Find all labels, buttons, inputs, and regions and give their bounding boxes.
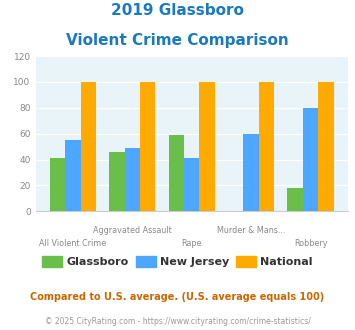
Text: Rape: Rape bbox=[181, 239, 202, 248]
Text: 2019 Glassboro: 2019 Glassboro bbox=[111, 3, 244, 18]
Text: Compared to U.S. average. (U.S. average equals 100): Compared to U.S. average. (U.S. average … bbox=[31, 292, 324, 302]
Text: Aggravated Assault: Aggravated Assault bbox=[93, 226, 172, 235]
Text: All Violent Crime: All Violent Crime bbox=[39, 239, 106, 248]
Bar bbox=[169, 135, 184, 211]
Bar bbox=[109, 152, 125, 211]
Bar bbox=[125, 148, 140, 211]
Bar bbox=[259, 82, 274, 211]
Bar bbox=[50, 158, 65, 211]
Text: Murder & Mans...: Murder & Mans... bbox=[217, 226, 285, 235]
Bar bbox=[81, 82, 96, 211]
Bar bbox=[287, 188, 303, 211]
Bar bbox=[244, 134, 259, 211]
Bar bbox=[303, 108, 318, 211]
Text: Robbery: Robbery bbox=[294, 239, 327, 248]
Legend: Glassboro, New Jersey, National: Glassboro, New Jersey, National bbox=[38, 251, 317, 271]
Bar bbox=[200, 82, 215, 211]
Bar bbox=[318, 82, 334, 211]
Bar bbox=[184, 158, 200, 211]
Bar bbox=[65, 140, 81, 211]
Bar bbox=[140, 82, 155, 211]
Text: Violent Crime Comparison: Violent Crime Comparison bbox=[66, 33, 289, 48]
Text: © 2025 CityRating.com - https://www.cityrating.com/crime-statistics/: © 2025 CityRating.com - https://www.city… bbox=[45, 317, 310, 326]
